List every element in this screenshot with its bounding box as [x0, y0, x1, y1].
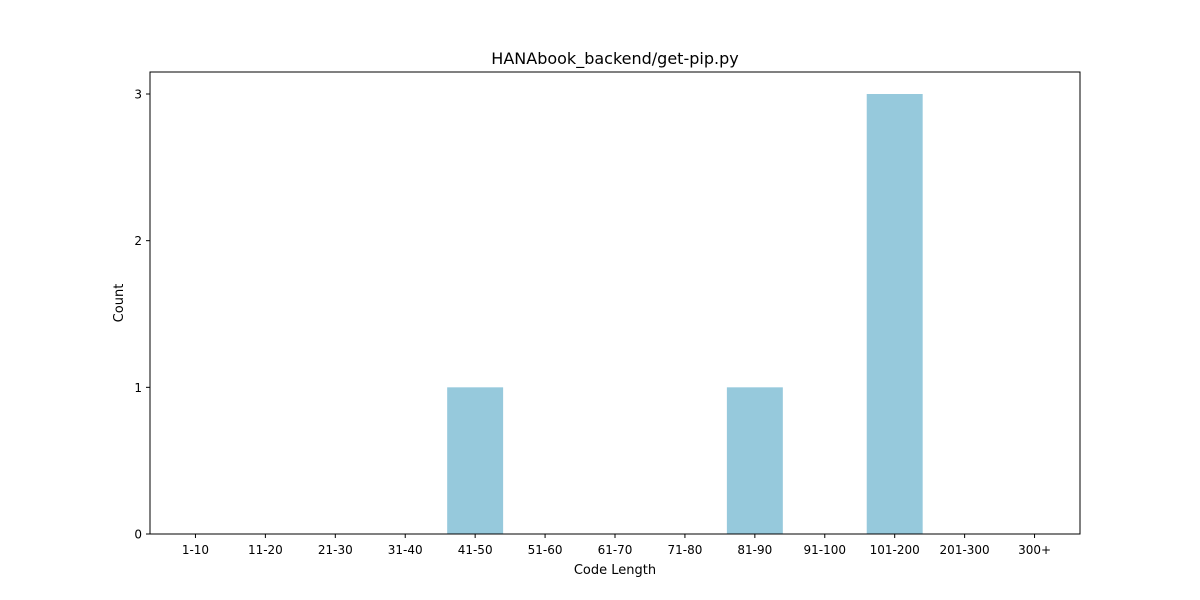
x-tick-label: 21-30	[318, 543, 353, 557]
bars-layer	[447, 94, 923, 534]
x-tick-label: 91-100	[804, 543, 847, 557]
bar-101-200	[866, 94, 923, 534]
x-tick-label: 71-80	[667, 543, 702, 557]
chart-title: HANAbook_backend/get-pip.py	[491, 49, 738, 69]
y-tick-label: 3	[134, 88, 142, 102]
x-tick-label: 31-40	[388, 543, 423, 557]
x-tick-label: 300+	[1018, 543, 1051, 557]
x-tick-label: 201-300	[940, 543, 990, 557]
x-tick-label: 41-50	[458, 543, 493, 557]
x-tick-label: 81-90	[737, 543, 772, 557]
bar-81-90	[726, 387, 783, 534]
x-axis-label: Code Length	[574, 563, 656, 578]
bar-41-50	[447, 387, 504, 534]
x-tick-label: 1-10	[182, 543, 209, 557]
x-tick-label: 11-20	[248, 543, 283, 557]
y-tick-label: 2	[134, 234, 142, 248]
x-tick-label: 101-200	[870, 543, 920, 557]
x-axis-ticks: 1-10 11-20 21-30 31-40 41-50 51-60 61-70 71-80 8…	[182, 534, 1051, 557]
y-axis-ticks: 0 1 2 3	[134, 88, 150, 542]
y-tick-label: 0	[134, 528, 142, 542]
y-tick-label: 1	[134, 381, 142, 395]
y-axis-label: Count	[112, 284, 127, 323]
x-tick-label: 61-70	[598, 543, 633, 557]
x-tick-label: 51-60	[528, 543, 563, 557]
